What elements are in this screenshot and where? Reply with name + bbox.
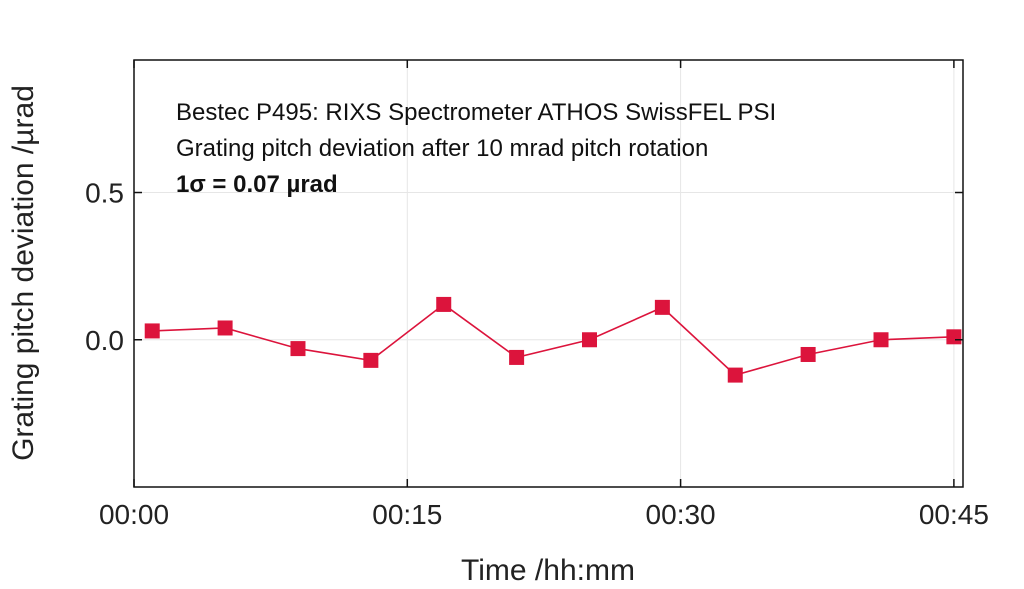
x-tick-label: 00:15 — [372, 499, 442, 530]
data-point — [144, 323, 160, 339]
data-point — [217, 320, 233, 336]
data-point — [654, 299, 670, 315]
annotation-line-2: Grating pitch deviation after 10 mrad pi… — [176, 135, 708, 162]
series-line — [152, 303, 954, 376]
x-tick-label: 00:00 — [99, 499, 169, 530]
axes — [133, 59, 964, 488]
data-point — [800, 346, 816, 362]
data-point — [581, 332, 597, 348]
data-point — [436, 296, 452, 312]
data-point — [727, 367, 743, 383]
data-point — [873, 332, 889, 348]
annotations: Bestec P495: RIXS Spectrometer ATHOS Swi… — [176, 99, 776, 198]
x-tick-label: 00:30 — [646, 499, 716, 530]
data-point — [509, 349, 525, 365]
data-point — [946, 329, 962, 345]
x-tick-label: 00:45 — [919, 499, 989, 530]
y-tick-label: 0.0 — [85, 325, 124, 356]
data-point — [363, 352, 379, 368]
data-point — [290, 341, 306, 357]
annotation-sigma: 1σ = 0.07 µrad — [176, 171, 338, 198]
y-axis-label: Grating pitch deviation /µrad — [7, 85, 40, 461]
ticks: 00:00 00:15 00:30 00:45 0.0 0.5 — [85, 60, 989, 530]
y-tick-label: 0.5 — [85, 178, 124, 209]
series — [144, 296, 962, 383]
grid — [133, 60, 963, 487]
annotation-line-1: Bestec P495: RIXS Spectrometer ATHOS Swi… — [176, 99, 776, 126]
plot-frame — [133, 59, 964, 488]
x-axis-label: Time /hh:mm — [461, 554, 635, 587]
